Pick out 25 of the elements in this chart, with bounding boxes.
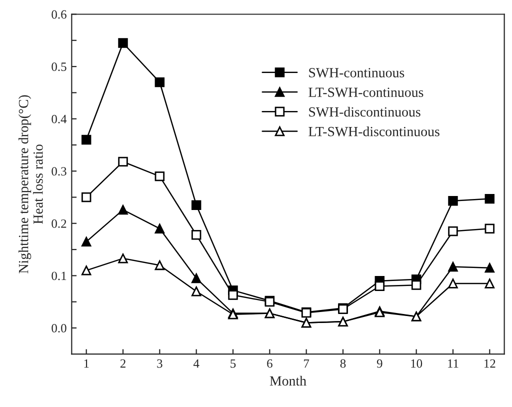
y-tick-label: 0.3 [52, 167, 66, 176]
y-tick-label: 0.6 [52, 10, 66, 19]
x-tick-label: 9 [376, 359, 382, 368]
y-axis-title: Nighttime temperature drop(°C) Heat loss ratio [18, 95, 43, 274]
legend-label: SWH-discontinuous [309, 106, 420, 117]
x-tick-label: 1 [84, 359, 89, 368]
x-tick-label: 10 [411, 359, 422, 368]
x-tick-label: 11 [448, 359, 458, 368]
y-tick-label: 0.2 [52, 219, 66, 228]
legend-label: LT-SWH-continuous [308, 88, 424, 98]
y-tick-label: 0.0 [52, 324, 66, 332]
x-tick-label: 7 [304, 359, 310, 368]
x-tick-label: 12 [484, 359, 496, 368]
legend-label: SWH-continuous [309, 68, 404, 78]
x-tick-label: 4 [193, 359, 200, 368]
x-tick-label: 3 [157, 359, 162, 368]
y-tick-label: 0.5 [52, 62, 66, 72]
x-tick-label: 8 [340, 359, 346, 368]
legend-label: LT-SWH-discontinuous [308, 126, 440, 136]
y-tick-label: 0.4 [52, 114, 67, 124]
x-tick-label: 5 [230, 359, 236, 368]
x-axis-title: Month [270, 376, 306, 386]
y-tick-label: 0.1 [52, 272, 66, 280]
x-tick-label: 2 [120, 359, 126, 368]
x-tick-label: 6 [267, 359, 272, 368]
